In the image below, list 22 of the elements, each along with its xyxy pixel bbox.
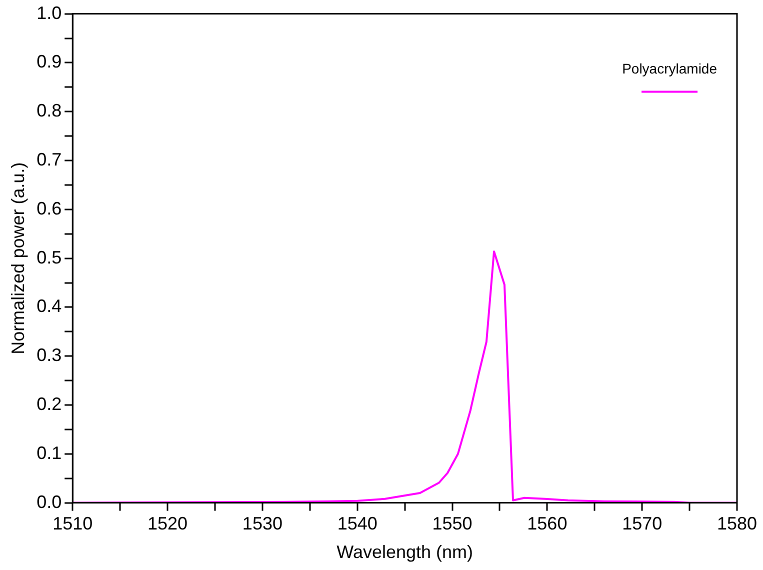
y-tick-label: 0.3: [36, 345, 62, 366]
x-tick-label: 1570: [622, 514, 662, 534]
y-tick-label: 0.2: [36, 394, 62, 414]
text: Polyacrylamide: [622, 60, 718, 77]
x-tick-label: 1580: [716, 514, 758, 534]
y-tick-label: 0.8: [36, 100, 62, 121]
y-tick-label: 1.0: [36, 2, 62, 23]
y-tick-label: 0.7: [36, 149, 62, 170]
x-tick-label: 1560: [527, 514, 568, 534]
x-tick-label: 1520: [148, 514, 188, 534]
y-tick-label: 0.9: [36, 52, 62, 72]
x-axis-title: Wavelength (nm): [336, 542, 474, 562]
y-tick-label: 0.0: [36, 492, 62, 512]
y-axis-title: Normalized power (a.u.): [8, 162, 28, 354]
x-tick-label: 1550: [432, 514, 472, 534]
y-tick-label: 0.6: [36, 198, 62, 218]
x-tick-label: 1510: [52, 514, 93, 534]
y-tick-label: 0.4: [36, 296, 62, 316]
x-tick-label: 1530: [242, 514, 282, 534]
y-tick-label: 0.1: [36, 442, 62, 463]
x-tick-label: 1540: [337, 514, 378, 534]
y-tick-label: 0.5: [36, 247, 62, 268]
